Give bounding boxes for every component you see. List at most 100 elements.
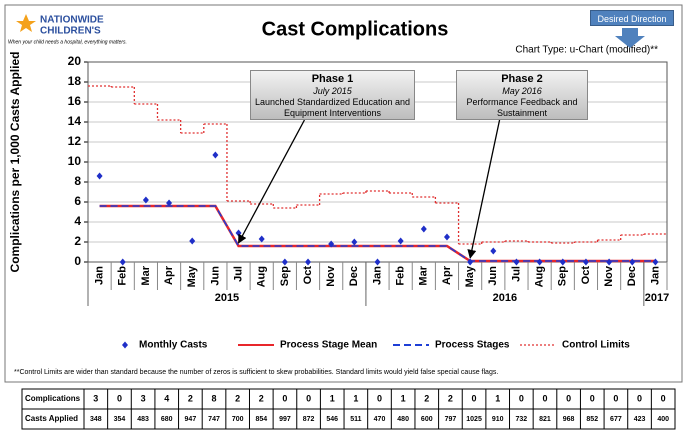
annotation-arrow <box>467 119 501 259</box>
table-cell: 1 <box>353 393 358 403</box>
x-tick-label: Aug <box>256 266 268 287</box>
data-point <box>652 258 659 266</box>
data-point <box>305 258 312 266</box>
x-tick-label: Jul <box>232 266 244 282</box>
data-point <box>582 258 589 266</box>
x-tick-label: Feb <box>117 266 129 286</box>
data-point <box>420 225 427 233</box>
table-cell: 2 <box>235 393 240 403</box>
y-tick-label: 6 <box>74 194 81 208</box>
data-point <box>189 237 196 245</box>
annotation-box: Phase 2 May 2016 Performance Feedback and … <box>456 70 588 120</box>
data-point <box>397 237 404 245</box>
x-tick-label: Aug <box>534 266 546 287</box>
y-tick-label: 0 <box>74 254 81 268</box>
table-cell: 0 <box>566 393 571 403</box>
frame <box>4 4 683 383</box>
x-tick-label: Mar <box>140 265 152 285</box>
y-tick-label: 14 <box>68 114 82 128</box>
annotation-date: May 2016 <box>502 86 542 96</box>
x-tick-label: Jun <box>487 266 499 286</box>
year-label: 2016 <box>493 292 517 304</box>
table-cell: 0 <box>542 393 547 403</box>
legend-marker <box>122 341 128 349</box>
table-cell: 0 <box>377 393 382 403</box>
data-point <box>467 258 474 266</box>
x-tick-label: Jan <box>371 266 383 285</box>
data-point <box>374 258 381 266</box>
annotation-box: Phase 1 July 2015 Launched Standardized Ed… <box>250 70 415 120</box>
legend-label: Monthly Casts <box>139 340 208 351</box>
x-tick-label: May <box>464 265 476 287</box>
year-label: 2015 <box>215 292 239 304</box>
year-label: 2017 <box>645 292 669 304</box>
x-tick-label: May <box>186 265 198 287</box>
data-point <box>212 151 219 159</box>
table-cell: 483 <box>137 416 149 423</box>
table-cell: 0 <box>117 393 122 403</box>
table-cell: 0 <box>306 393 311 403</box>
table-cell: 1 <box>401 393 406 403</box>
x-tick-label: Apr <box>441 265 453 285</box>
y-tick-label: 12 <box>68 134 82 148</box>
legend-label: Control Limits <box>562 340 630 351</box>
data-point <box>258 235 265 243</box>
table-cell: 872 <box>303 416 315 423</box>
table-cell: 0 <box>282 393 287 403</box>
table-cell: 470 <box>374 416 386 423</box>
x-tick-label: Oct <box>580 266 592 285</box>
data-point <box>281 258 288 266</box>
stage-line <box>99 205 656 262</box>
table-cell: 1 <box>330 393 335 403</box>
data-point <box>166 199 173 207</box>
y-tick-label: 10 <box>68 154 82 168</box>
table-cell: 2 <box>259 393 264 403</box>
logo-tagline: When your child needs a hospital, everyt… <box>8 39 127 45</box>
table-cell: 0 <box>637 393 642 403</box>
table-row-label: Complications <box>25 394 81 403</box>
x-tick-label: Sep <box>279 266 291 286</box>
table-cell: 852 <box>586 416 598 423</box>
x-tick-label: Mar <box>418 265 430 285</box>
annotation-title: Phase 1 <box>311 73 354 85</box>
data-point <box>119 258 126 266</box>
table-cell: 997 <box>279 416 291 423</box>
table-cell: 2 <box>448 393 453 403</box>
table-cell: 968 <box>563 416 575 423</box>
data-point <box>328 240 335 248</box>
data-point <box>490 247 497 255</box>
table-cell: 8 <box>212 393 217 403</box>
table-cell: 0 <box>590 393 595 403</box>
direction-arrow <box>615 28 645 48</box>
table-cell: 4 <box>164 393 169 403</box>
table-cell: 348 <box>90 416 102 423</box>
annotation-title: Phase 2 <box>501 73 543 85</box>
table-cell: 700 <box>232 416 244 423</box>
annotation-date: July 2015 <box>313 86 352 96</box>
table-cell: 821 <box>539 416 551 423</box>
table-cell: 3 <box>93 393 98 403</box>
table-cell: 2 <box>424 393 429 403</box>
x-tick-label: Nov <box>325 265 337 287</box>
logo-name2: CHILDREN'S <box>40 26 101 37</box>
x-tick-label: Apr <box>163 265 175 285</box>
x-tick-label: Jun <box>209 266 221 286</box>
mean-line <box>99 204 656 263</box>
x-tick-label: Jan <box>93 266 105 285</box>
data-point <box>536 258 543 266</box>
table-cell: 0 <box>661 393 666 403</box>
table-cell: 732 <box>515 416 527 423</box>
data-point <box>235 229 242 237</box>
data-point <box>96 172 103 180</box>
data-point <box>559 258 566 266</box>
logo-star <box>16 14 36 32</box>
x-tick-label: Dec <box>626 266 638 286</box>
table-cell: 747 <box>208 416 220 423</box>
annotation-arrow <box>237 119 306 244</box>
table-row-label: Casts Applied <box>25 414 78 423</box>
table-cell: 854 <box>255 416 267 423</box>
x-tick-label: Feb <box>395 266 407 286</box>
data-point <box>629 258 636 266</box>
